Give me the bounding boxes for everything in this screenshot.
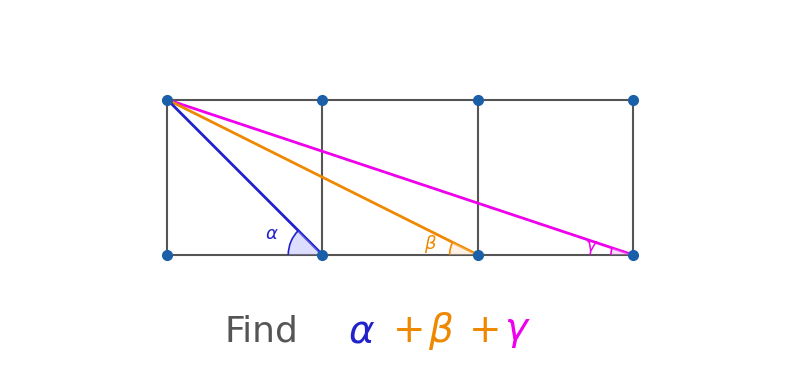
- Wedge shape: [288, 231, 322, 255]
- Wedge shape: [611, 248, 633, 255]
- Text: $\beta$: $\beta$: [424, 233, 438, 255]
- Text: $+$: $+$: [468, 313, 498, 350]
- Text: $\alpha$: $\alpha$: [348, 313, 375, 350]
- Text: $+$: $+$: [392, 313, 422, 350]
- Text: $\gamma$: $\gamma$: [504, 313, 530, 350]
- Text: $\beta$: $\beta$: [428, 310, 454, 352]
- Text: Find: Find: [224, 314, 298, 348]
- Wedge shape: [450, 242, 478, 255]
- Text: $\gamma$: $\gamma$: [585, 239, 598, 257]
- Text: $\alpha$: $\alpha$: [266, 225, 279, 243]
